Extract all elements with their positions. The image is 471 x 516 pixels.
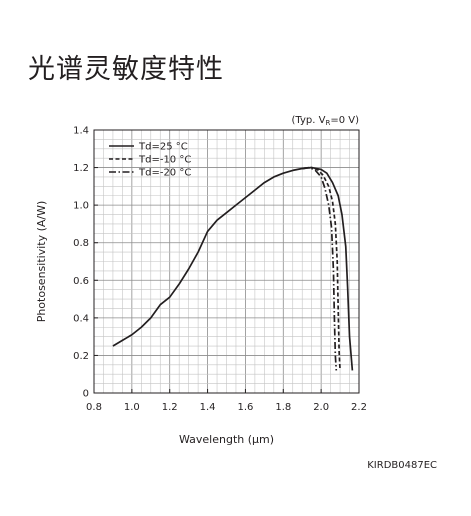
legend-label-2: Td=-10 °C — [138, 155, 191, 166]
y-tick-label: 0.4 — [73, 313, 89, 324]
x-tick-label: 1.2 — [162, 402, 178, 413]
grid — [94, 130, 359, 393]
x-tick-label: 1.6 — [237, 402, 253, 413]
axis-ticks: 0.8 1.0 1.2 1.4 1.6 1.8 2.0 2.2 0 0.2 0.4 0.6 0.8 1.0… — [73, 126, 367, 414]
x-tick-label: 2.2 — [351, 402, 367, 413]
x-tick-label: 1.0 — [124, 402, 140, 413]
document-code: KIRDB0487EC — [367, 460, 437, 471]
y-tick-label: 0.2 — [73, 351, 89, 362]
series-layer — [112, 166, 354, 371]
series-line-3 — [302, 166, 338, 371]
series-line-1 — [112, 166, 354, 371]
legend-label-3: Td=-20 °C — [138, 168, 191, 179]
condition-note: (Typ. VR=0 V) — [292, 115, 360, 127]
x-tick-label: 0.8 — [86, 402, 102, 413]
legend-label-1: Td=25 °C — [138, 142, 188, 153]
x-axis-label: Wavelength (μm) — [179, 433, 274, 446]
y-tick-label: 1.2 — [73, 163, 89, 174]
plot-frame — [93, 129, 360, 394]
x-tick-label: 1.8 — [275, 402, 291, 413]
series-line-2 — [302, 166, 341, 371]
y-tick-label: 0.6 — [73, 276, 89, 287]
legend: Td=25 °C Td=-10 °C Td=-20 °C — [109, 142, 191, 179]
x-tick-label: 1.4 — [200, 402, 216, 413]
x-tick-label: 2.0 — [313, 402, 329, 413]
y-tick-label: 1.4 — [73, 126, 89, 137]
page-title: 光谱灵敏度特性 — [28, 54, 224, 85]
y-axis-label: Photosensitivity (A/W) — [35, 201, 48, 323]
y-tick-label: 0 — [83, 389, 89, 400]
y-tick-label: 1.0 — [73, 201, 89, 212]
y-tick-label: 0.8 — [73, 238, 89, 249]
